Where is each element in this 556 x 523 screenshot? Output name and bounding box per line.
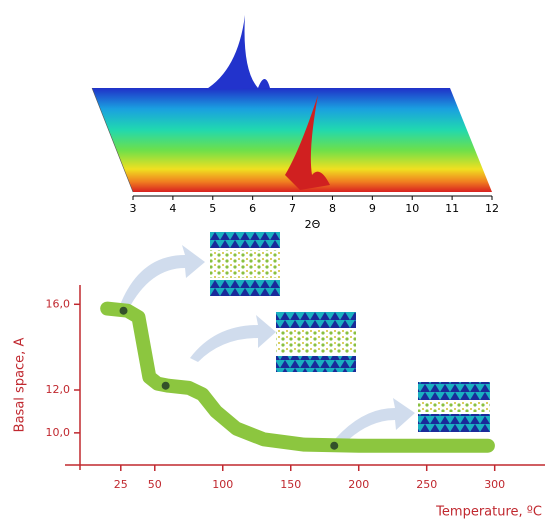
x-tick-label: 100: [212, 478, 233, 491]
x-tick-label: 12: [485, 202, 499, 215]
y-tick-label: 12,0: [46, 383, 71, 396]
y-axis-label: Basal space, A: [13, 338, 28, 433]
x-tick-label: 200: [348, 478, 369, 491]
x-tick-label: 6: [249, 202, 256, 215]
x-tick-label: 9: [369, 202, 376, 215]
x-tick-label: 8: [329, 202, 336, 215]
x-tick-label: 3: [130, 202, 137, 215]
x-tick-label: 10: [405, 202, 419, 215]
data-point: [120, 307, 128, 315]
y-tick-label: 10,0: [46, 426, 71, 439]
x-tick-label: 300: [484, 478, 505, 491]
x-tick-label: 150: [280, 478, 301, 491]
x-tick-label: 50: [148, 478, 162, 491]
data-point: [162, 382, 170, 390]
x-tick-label: 7: [289, 202, 296, 215]
y-tick-label: 16,0: [46, 297, 71, 310]
x-axis-label: Temperature, ºC: [435, 505, 542, 520]
x-tick-label: 4: [169, 202, 176, 215]
figure: 3 4 5 6 7 8 9 10 11 12 2Θ 10,0 12,0 16,0 25 50 100 150 200…: [0, 0, 556, 523]
x-tick-label: 5: [209, 202, 216, 215]
x-axis-label: 2Θ: [305, 218, 321, 231]
peak: [205, 15, 270, 90]
surface-plot: [92, 15, 492, 192]
x-tick-label: 250: [416, 478, 437, 491]
x-tick-label: 25: [114, 478, 128, 491]
data-point: [330, 442, 338, 450]
x-tick-label: 11: [445, 202, 459, 215]
